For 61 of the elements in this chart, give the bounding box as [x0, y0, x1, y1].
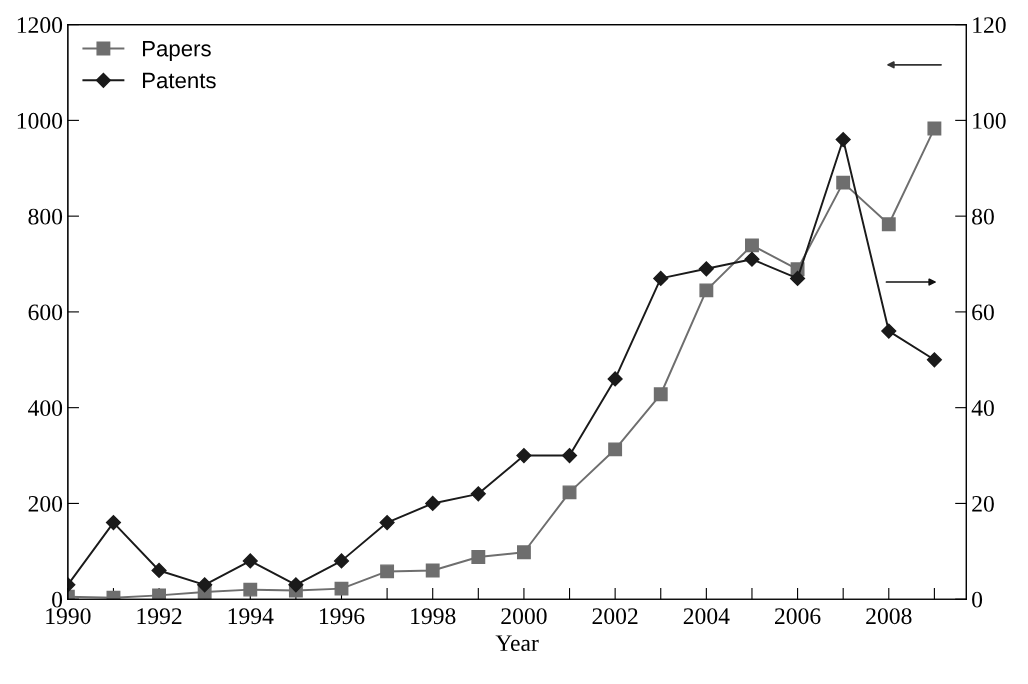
point	[288, 577, 304, 593]
x-tick-label: 1998	[411, 608, 456, 625]
point	[425, 495, 441, 511]
x-tick-label: 2008	[866, 608, 912, 625]
point	[881, 323, 897, 339]
point	[105, 515, 122, 531]
point	[151, 562, 167, 579]
y-tick-label: 1200	[17, 17, 63, 34]
point	[334, 581, 349, 596]
point	[152, 588, 167, 600]
point	[744, 251, 760, 267]
x-axis-title: Year	[495, 635, 539, 652]
point	[745, 238, 759, 253]
x-tick-label: 1996	[319, 608, 365, 625]
point	[379, 515, 395, 531]
point	[699, 283, 714, 298]
y-tick-label: 600	[28, 304, 63, 321]
y-tick-label: 200	[28, 495, 63, 512]
y-tick-label: 400	[28, 400, 63, 417]
point	[516, 447, 532, 464]
x-tick-label: 1990	[46, 608, 91, 625]
point	[471, 550, 486, 564]
point	[790, 270, 806, 286]
point	[881, 217, 896, 232]
x-tick-label: 2004	[683, 608, 730, 625]
point	[698, 261, 714, 277]
point	[653, 270, 669, 286]
y2-tick-label: 60	[972, 304, 994, 321]
point	[516, 545, 531, 560]
y2-tick-label: 0	[972, 591, 983, 608]
y2-tick-label: 100	[973, 112, 1006, 129]
point	[470, 486, 486, 502]
y2-tick-label: 40	[971, 400, 994, 417]
y2-tick-label: 120	[973, 17, 1006, 34]
point	[835, 131, 851, 148]
x-tick-label: 1994	[228, 608, 274, 625]
point	[380, 564, 395, 579]
y-tick-label: 1000	[17, 112, 63, 129]
point	[608, 442, 623, 457]
point	[562, 485, 577, 500]
point	[243, 582, 258, 597]
point	[425, 563, 440, 578]
y2-tick-label: 20	[972, 495, 994, 512]
x-tick-label: 1992	[137, 608, 182, 625]
y-tick-label: 800	[28, 208, 63, 225]
point	[927, 121, 942, 136]
legend-label: Papers	[143, 41, 211, 61]
point	[333, 553, 350, 569]
x-tick-label: 2000	[501, 608, 547, 625]
point	[653, 387, 668, 402]
point	[926, 352, 942, 368]
point	[836, 175, 851, 190]
y-tick-label: 0	[52, 591, 63, 608]
legend-label: Patents	[143, 72, 216, 89]
y2-tick-label: 80	[972, 208, 994, 225]
point	[607, 371, 623, 387]
x-tick-label: 2006	[775, 608, 821, 625]
point	[197, 577, 213, 593]
point	[242, 553, 258, 569]
point	[561, 447, 578, 464]
x-tick-label: 2002	[592, 608, 638, 625]
